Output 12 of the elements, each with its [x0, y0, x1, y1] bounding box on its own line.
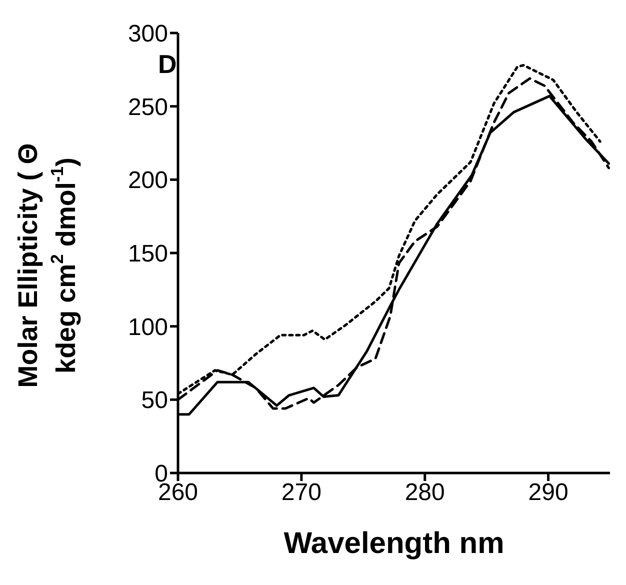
y-tick-label: 300 [128, 20, 168, 48]
y-tick-label: 200 [128, 167, 168, 194]
y-tick-label: 150 [128, 240, 168, 268]
x-tick-label: 270 [281, 479, 322, 506]
x-tick-label: 280 [404, 479, 445, 506]
text: Molar Ellipticity ( Θ [13, 143, 44, 388]
y-tick-label: 250 [128, 94, 168, 121]
x-tick-label: 290 [528, 479, 568, 506]
x-axis-title: Wavelength nm [284, 527, 504, 560]
text: D [158, 49, 177, 79]
y-tick-label: 50 [141, 387, 168, 414]
y-tick-label: 100 [128, 314, 168, 341]
